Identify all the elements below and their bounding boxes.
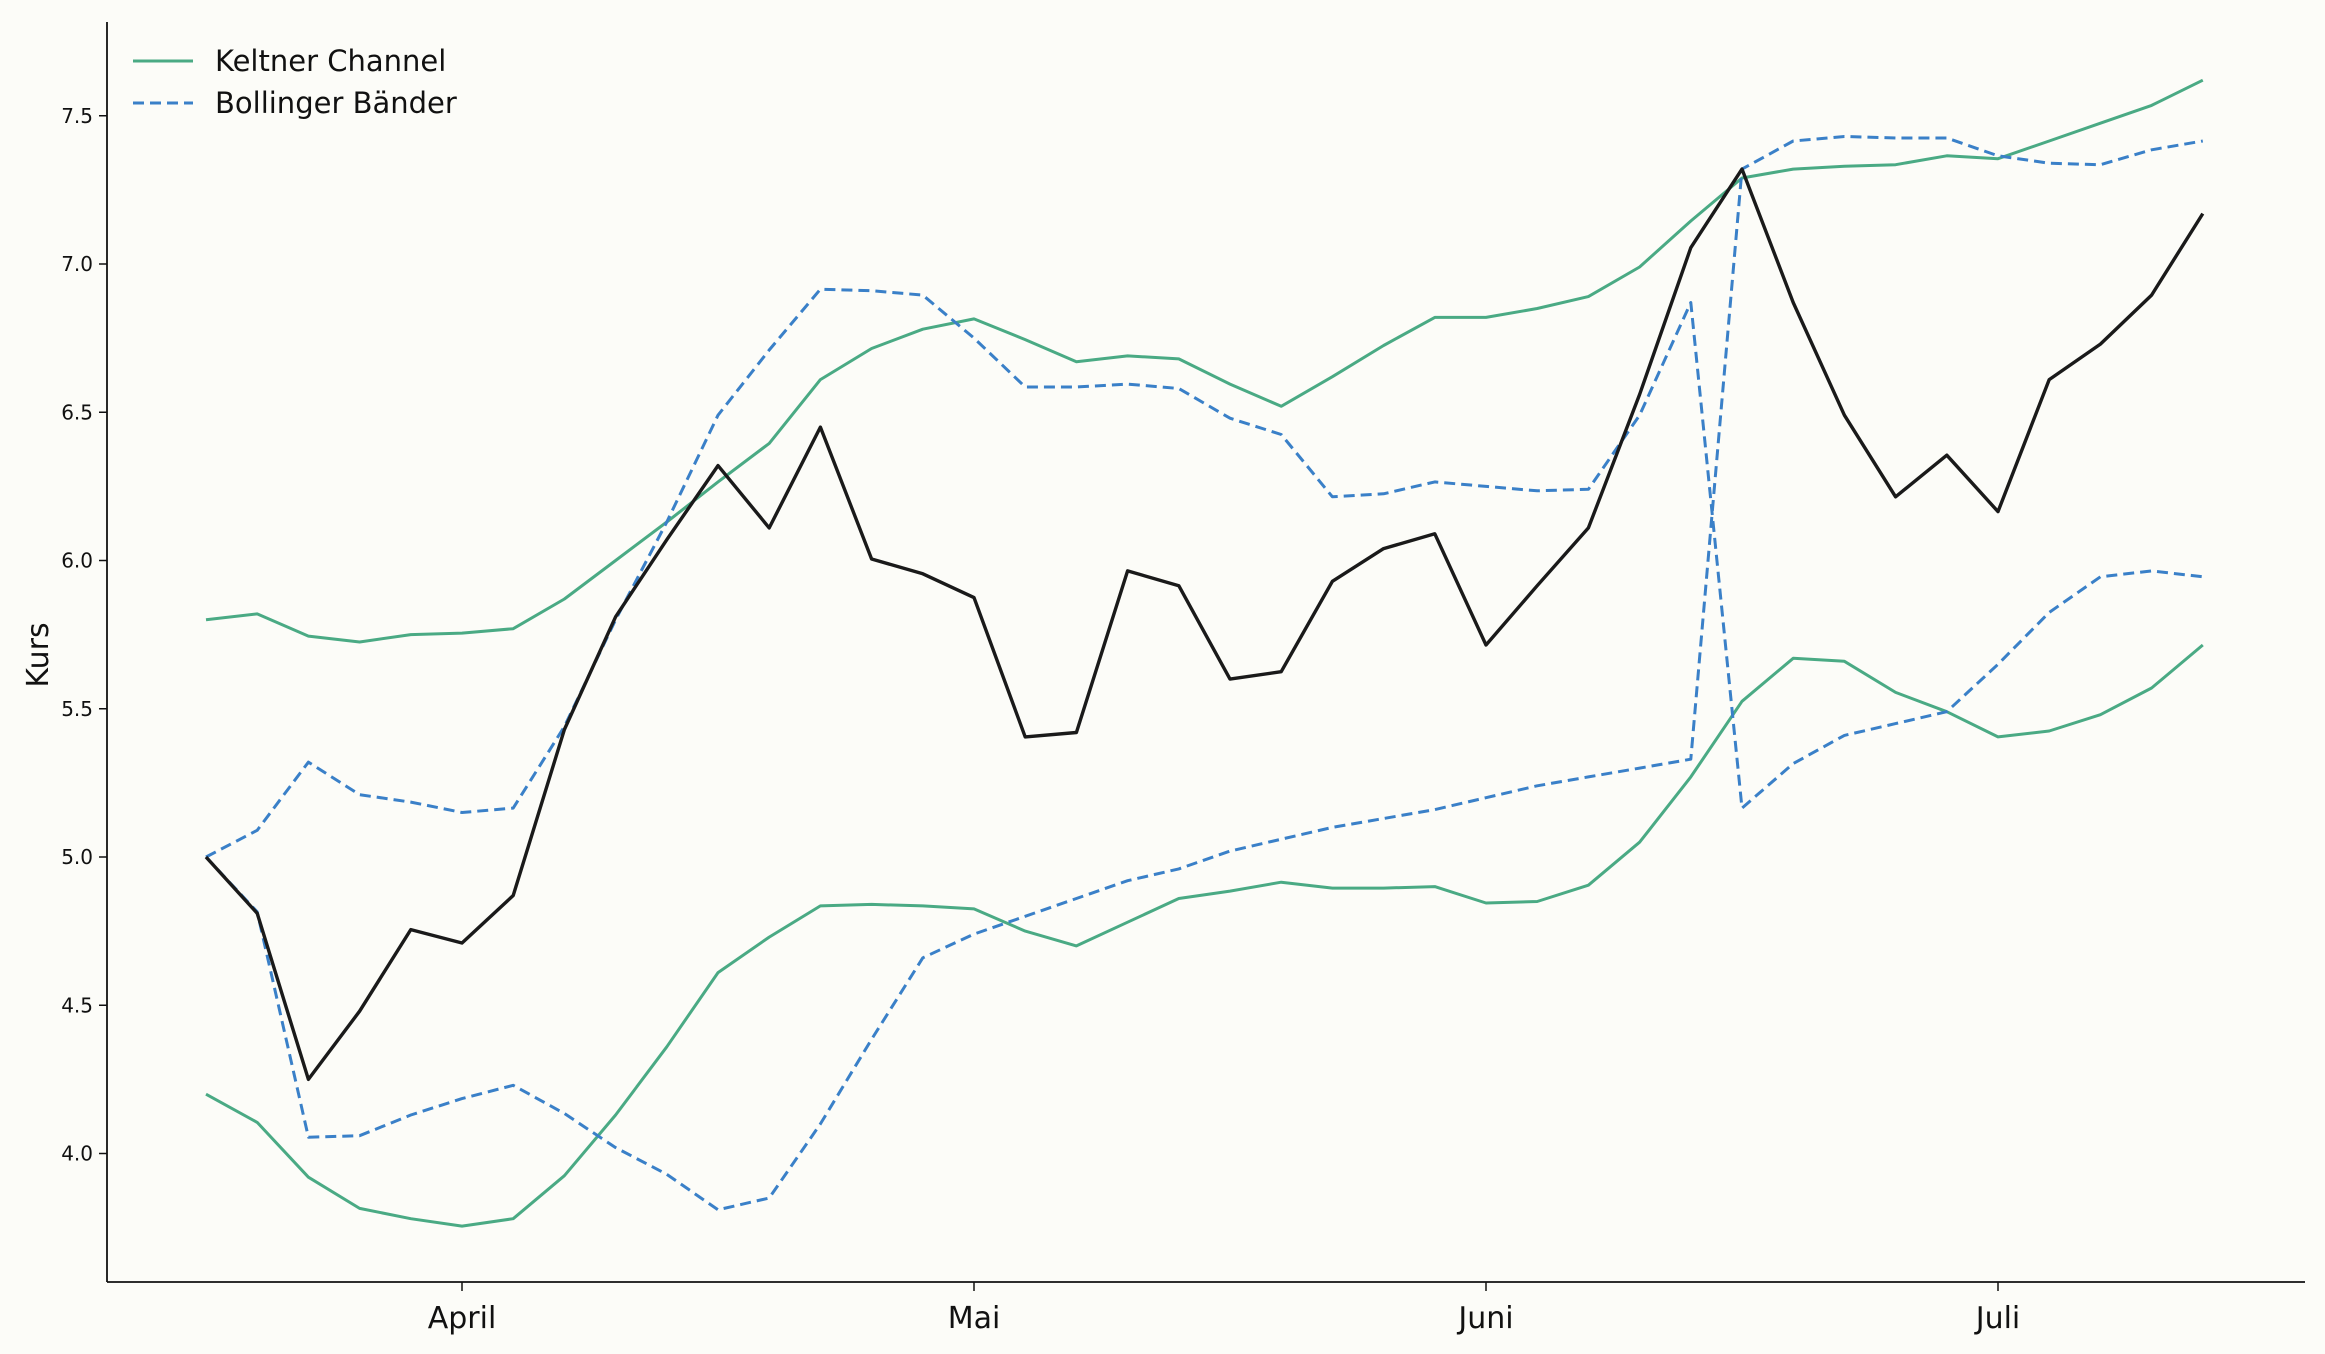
axes-layer bbox=[106, 22, 2305, 1283]
x-ticks: April Mai Juni Juli bbox=[428, 1282, 2021, 1336]
y-tick-label: 4.0 bbox=[61, 1142, 93, 1166]
legend-label-bollinger: Bollinger Bänder bbox=[215, 86, 457, 120]
x-tick-label-april: April bbox=[428, 1301, 497, 1336]
series-line-keltner-upper bbox=[205, 78, 2204, 644]
legend-label-keltner: Keltner Channel bbox=[215, 44, 446, 78]
y-tick-label: 7.5 bbox=[61, 104, 93, 128]
x-tick-label-juni: Juni bbox=[1456, 1301, 1513, 1336]
y-tick-label: 5.5 bbox=[61, 697, 93, 721]
x-tick-label-juli: Juli bbox=[1974, 1301, 2021, 1336]
y-tick-label: 7.0 bbox=[61, 252, 93, 276]
series-line-price bbox=[204, 167, 2205, 1082]
y-tick-label: 4.5 bbox=[61, 993, 93, 1017]
y-ticks: 4.0 4.5 5.0 5.5 6.0 6.5 7.0 7.5 bbox=[61, 104, 107, 1166]
series-line-keltner-lower bbox=[205, 643, 2204, 1228]
y-tick-label: 5.0 bbox=[61, 845, 93, 869]
legend: Keltner Channel Bollinger Bänder bbox=[133, 44, 457, 120]
y-tick-label: 6.5 bbox=[61, 400, 93, 424]
x-tick-label-mai: Mai bbox=[948, 1301, 1001, 1336]
y-axis-label: Kurs bbox=[21, 622, 56, 687]
series-layer bbox=[204, 78, 2205, 1228]
series-line-bollinger-upper bbox=[204, 135, 2204, 1212]
y-tick-label: 6.0 bbox=[61, 549, 93, 573]
